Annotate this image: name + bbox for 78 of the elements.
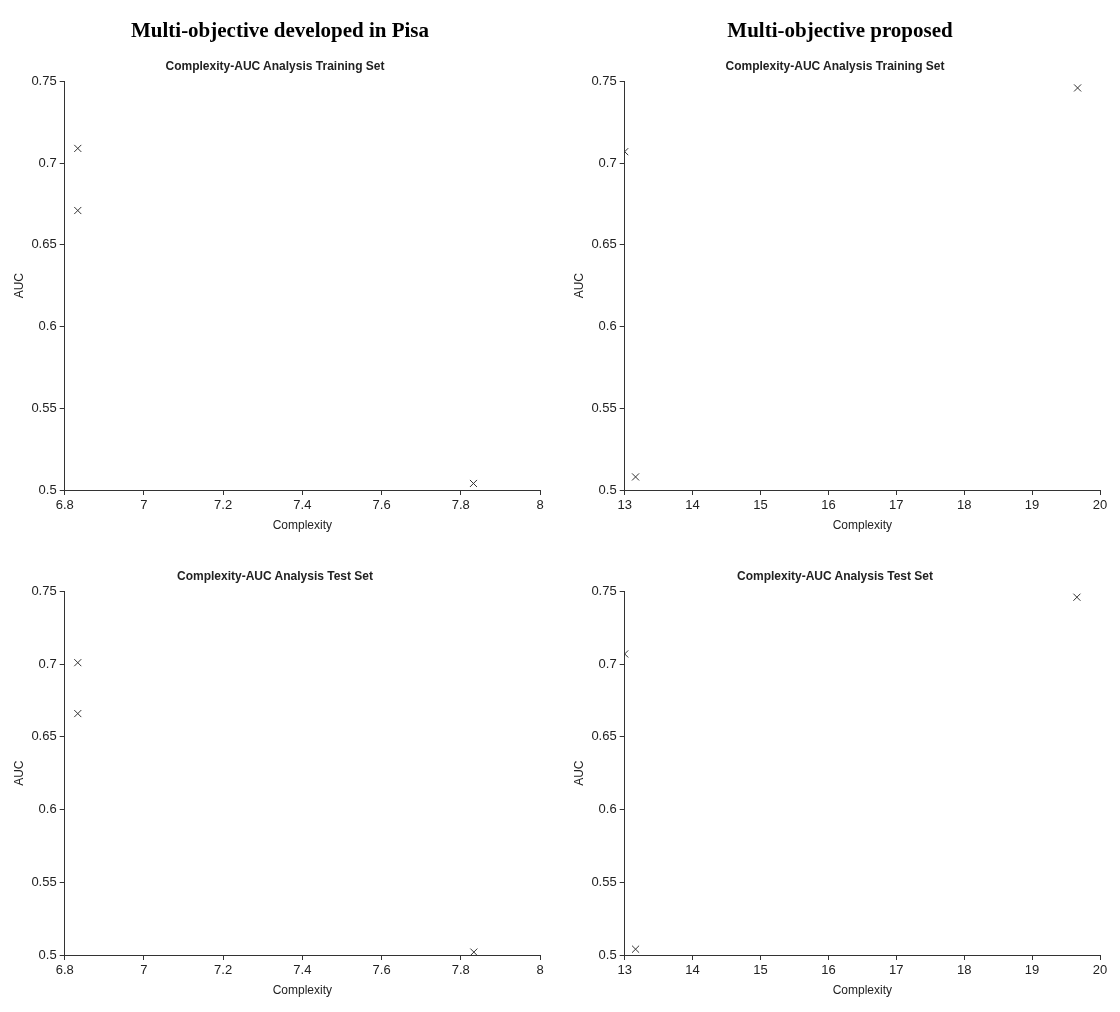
y-tick-label: 0.6 [598,801,617,817]
x-tick-label: 7.2 [214,497,233,513]
x-tick-label: 14 [685,497,700,513]
y-tick-label: 0.7 [38,154,57,170]
y-tick-label: 0.5 [38,946,57,962]
text: Multi-objective developed in Pisa [129,17,431,44]
x-tick-label: 8 [536,497,544,513]
y-tick-label: 0.75 [591,582,617,598]
y-tick-label: 0.5 [598,946,617,962]
chart-title: Complexity-AUC Analysis Test Set [176,568,374,583]
y-tick-label: 0.75 [31,72,57,88]
x-tick-label: 16 [821,497,836,513]
x-tick-label: 16 [821,962,836,978]
point [73,709,82,718]
y-tick-label: 0.5 [598,481,617,497]
x-tick-label: 7.6 [372,497,391,513]
x-tick-label: 18 [956,497,972,513]
y-tick-label: 0.65 [31,236,57,252]
x-tick-label: 17 [889,962,904,978]
point [73,658,82,667]
x-tick-label: 13 [617,497,632,513]
y-tick-label: 0.75 [31,582,57,598]
x-tick-label: 18 [956,962,972,978]
point [1073,83,1082,92]
x-tick-label: 19 [1024,497,1040,513]
x-tick-label: 7 [140,497,148,513]
x-tick-label: 7.6 [372,962,391,978]
x-axis-title: Complexity [272,983,333,998]
point [469,479,478,488]
y-tick-label: 0.6 [38,801,57,817]
x-tick-label: 19 [1024,962,1040,978]
y-tick-label: 0.5 [38,481,57,497]
y-axis-title: AUC [571,760,586,786]
y-tick-label: 0.65 [31,728,57,744]
point [73,144,82,153]
x-tick-label: 6.8 [55,497,74,513]
x-tick-label: 17 [889,497,904,513]
x-tick-label: 15 [753,962,768,978]
x-tick-label: 13 [617,962,632,978]
chart-title: Complexity-AUC Analysis Training Set [165,58,385,73]
y-tick-label: 0.7 [598,154,617,170]
y-tick-label: 0.6 [38,318,57,334]
x-tick-label: 7.8 [451,962,470,978]
y-tick-label: 0.65 [591,236,617,252]
y-axis-title: AUC [11,272,26,299]
x-axis-title: Complexity [832,518,893,533]
y-tick-label: 0.75 [591,72,617,88]
y-tick-label: 0.55 [31,873,57,889]
point [469,948,478,955]
x-tick-label: 8 [536,962,544,978]
y-tick-label: 0.6 [598,318,617,334]
x-tick-label: 15 [753,497,768,513]
x-tick-label: 7 [140,962,148,978]
chart-title: Complexity-AUC Analysis Training Set [725,58,945,73]
y-axis-title: AUC [11,760,26,786]
y-tick-label: 0.55 [31,399,57,415]
point [631,945,640,954]
y-tick-label: 0.55 [591,873,617,889]
y-axis-title: AUC [571,272,586,299]
y-tick-label: 0.7 [598,655,617,671]
point [631,472,640,481]
text: Multi-objective proposed [726,17,954,44]
x-tick-label: 7.4 [293,962,312,978]
point [73,206,82,215]
x-tick-label: 7.4 [293,497,312,513]
y-tick-label: 0.55 [591,399,617,415]
x-axis-title: Complexity [272,518,333,533]
x-tick-label: 7.2 [214,962,233,978]
x-axis-title: Complexity [832,983,893,998]
chart-title: Complexity-AUC Analysis Test Set [736,568,934,583]
point [1072,593,1081,602]
x-tick-label: 7.8 [451,497,470,513]
x-tick-label: 6.8 [55,962,74,978]
x-tick-label: 14 [685,962,700,978]
x-tick-label: 20 [1092,497,1108,513]
y-tick-label: 0.65 [591,728,617,744]
x-tick-label: 20 [1092,962,1108,978]
y-tick-label: 0.7 [38,655,57,671]
